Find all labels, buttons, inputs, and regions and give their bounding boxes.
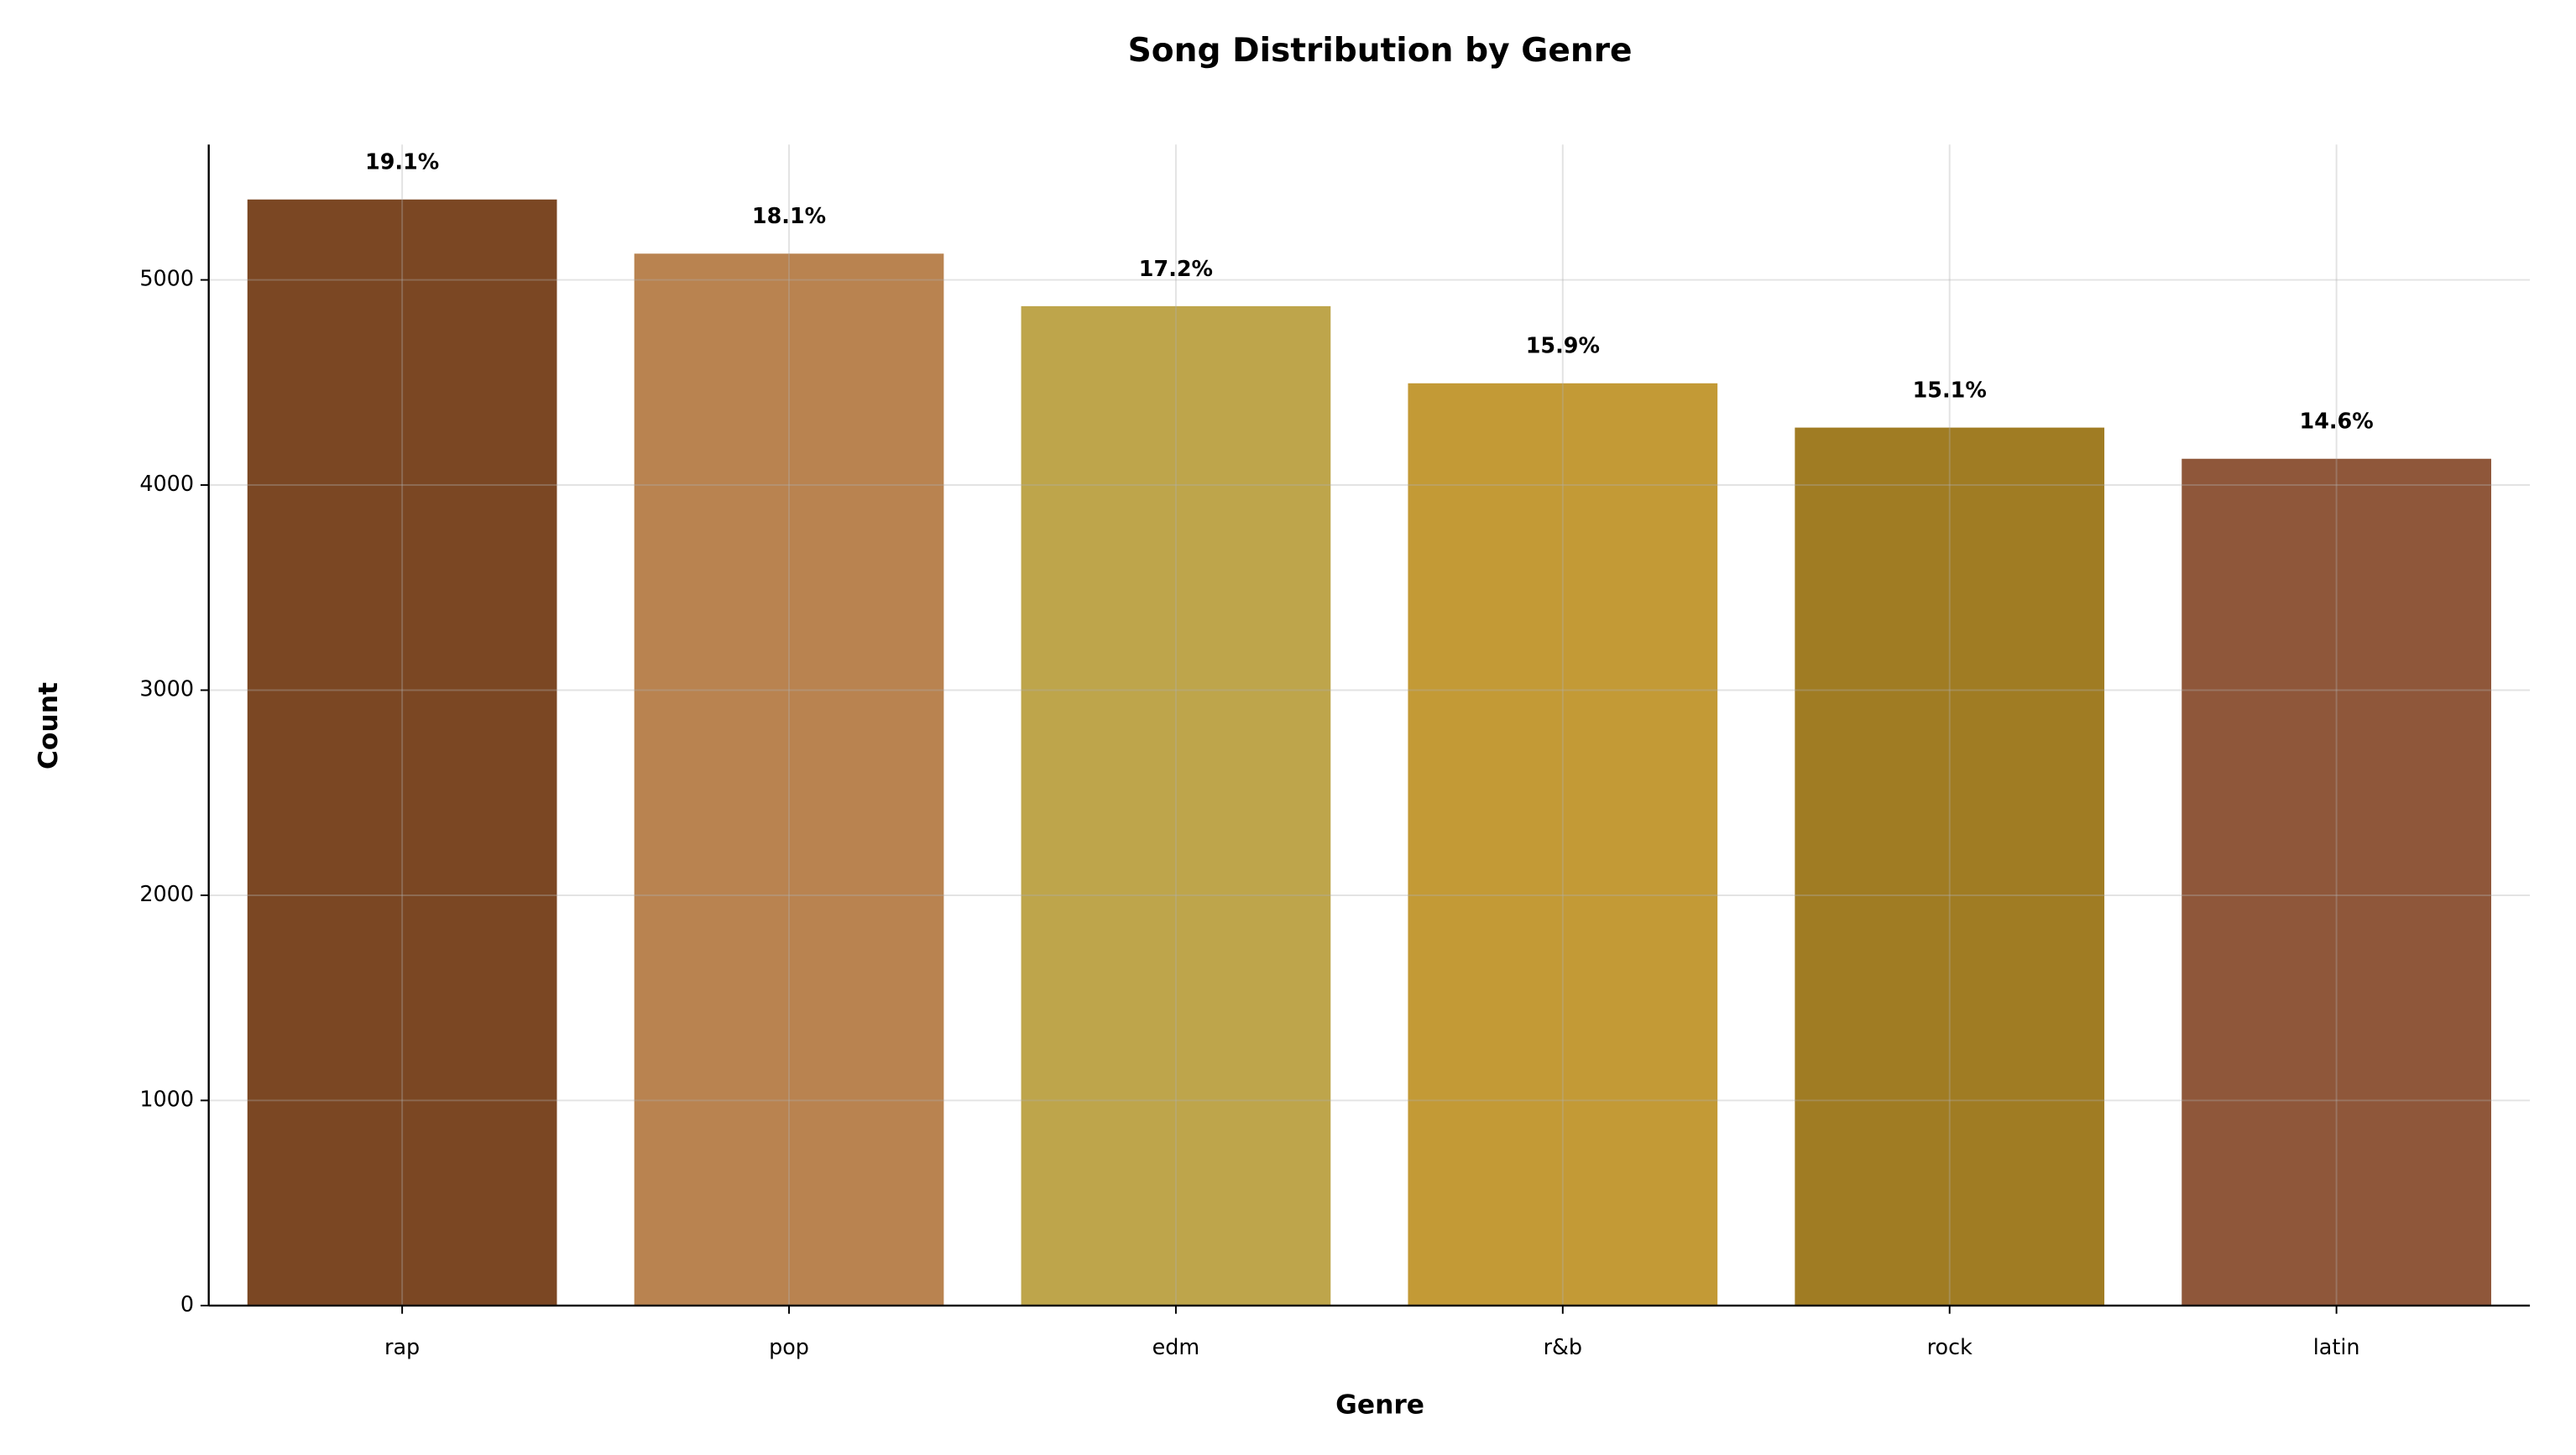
y-tick-label: 4000 [139, 471, 194, 496]
value-label: 18.1% [752, 203, 826, 228]
bar [1408, 383, 1718, 1306]
y-tick-label: 0 [180, 1291, 194, 1317]
y-tick-label: 1000 [139, 1086, 194, 1111]
x-tick-label: latin [2313, 1334, 2360, 1359]
y-tick-label: 2000 [139, 881, 194, 906]
bar [2182, 458, 2491, 1306]
bar [247, 199, 557, 1306]
bar [1021, 305, 1331, 1306]
x-tick-label: rap [384, 1334, 420, 1359]
bar [634, 253, 944, 1306]
x-tick-label: edm [1152, 1334, 1200, 1359]
value-label: 17.2% [1139, 256, 1213, 281]
value-label: 15.1% [1913, 378, 1987, 403]
value-label: 14.6% [2300, 409, 2374, 434]
x-tick-label: rock [1927, 1334, 1972, 1359]
bar [1795, 427, 2105, 1306]
x-tick-label: pop [769, 1334, 809, 1359]
y-tick-label: 5000 [139, 266, 194, 291]
y-axis-label: Count [34, 682, 64, 769]
x-tick-label: r&b [1544, 1334, 1582, 1359]
y-tick-label: 3000 [139, 676, 194, 701]
value-label: 15.9% [1526, 333, 1600, 358]
x-axis-label: Genre [1335, 1390, 1424, 1420]
chart-title: Song Distribution by Genre [1128, 32, 1633, 70]
value-label: 19.1% [365, 149, 439, 175]
